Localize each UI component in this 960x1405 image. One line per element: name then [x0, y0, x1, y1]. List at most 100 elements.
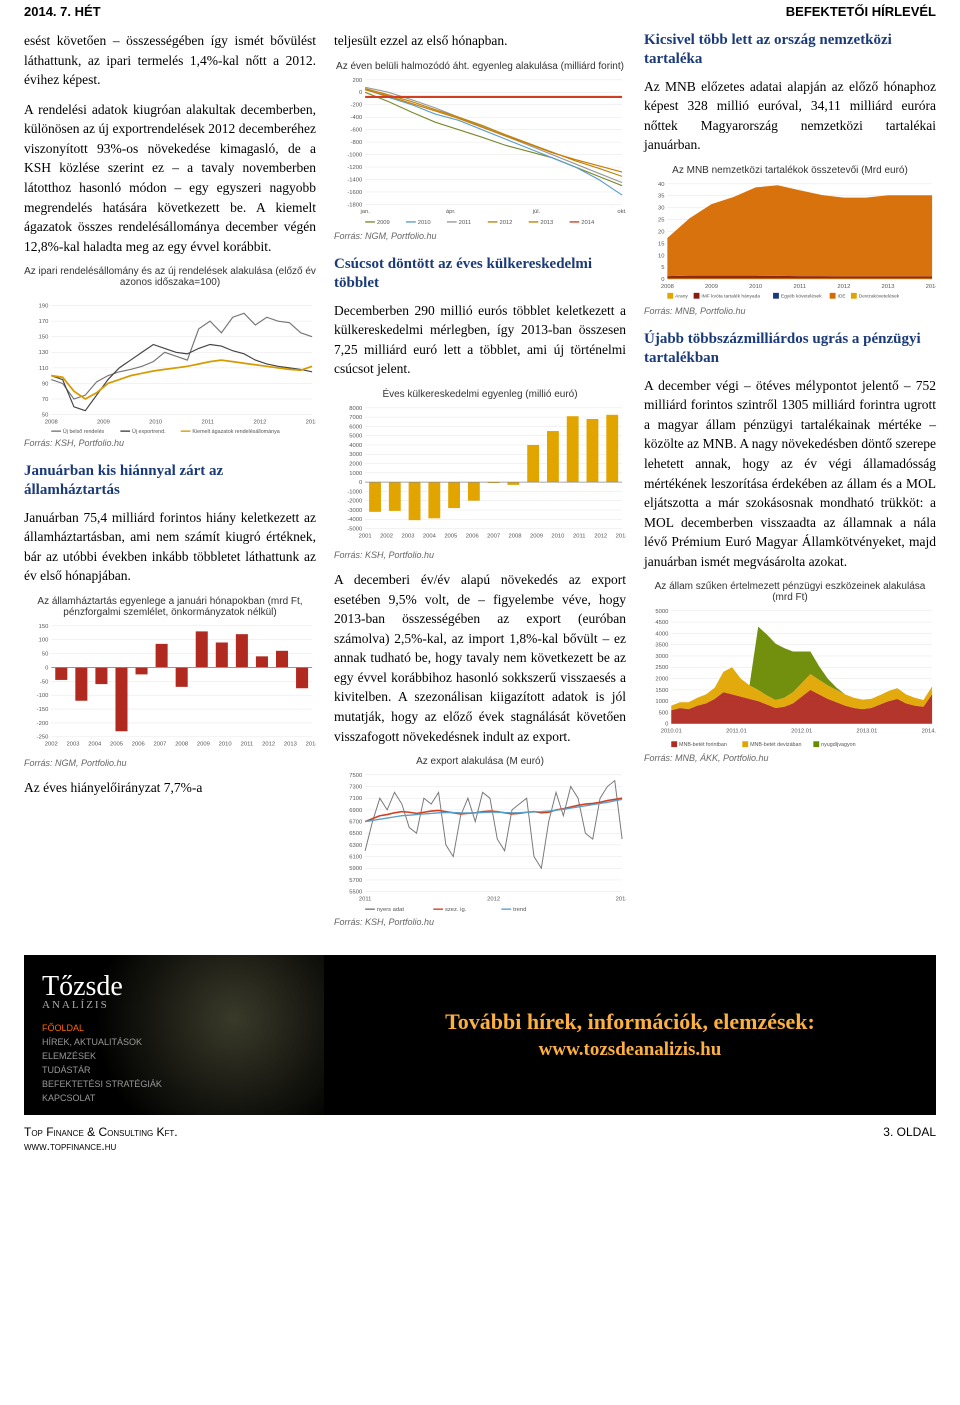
svg-text:500: 500 — [659, 711, 669, 717]
svg-text:-3000: -3000 — [347, 508, 363, 514]
svg-text:-200: -200 — [37, 721, 49, 727]
svg-text:3000: 3000 — [349, 452, 363, 458]
promo-banner: Tőzsde ANALÍZIS FŐOLDALHÍREK, AKTUALITÁS… — [24, 955, 936, 1115]
c1-p3: Januárban 75,4 milliárd forintos hiány k… — [24, 508, 316, 586]
c3-h2: Újabb többszázmilliárdos ugrás a pénzügy… — [644, 330, 936, 368]
footer-url[interactable]: www.topfinance.hu — [24, 1139, 116, 1153]
svg-text:2008: 2008 — [45, 420, 58, 426]
svg-text:2012: 2012 — [487, 896, 500, 902]
svg-text:2014.01: 2014.01 — [922, 729, 936, 735]
svg-text:-4000: -4000 — [347, 517, 363, 523]
svg-text:-100: -100 — [37, 693, 49, 699]
svg-text:2003: 2003 — [67, 741, 80, 747]
chart-trade-source: Forrás: KSH, Portfolio.hu — [334, 550, 626, 560]
svg-text:-800: -800 — [351, 140, 363, 146]
svg-text:6500: 6500 — [349, 831, 363, 837]
svg-text:2011: 2011 — [241, 741, 254, 747]
svg-text:-1800: -1800 — [347, 202, 363, 208]
c1-h1: Januárban kis hiánnyal zárt az államházt… — [24, 462, 316, 500]
chart-cumbal-source: Forrás: NGM, Portfolio.hu — [334, 231, 626, 241]
svg-text:2011: 2011 — [573, 533, 586, 539]
svg-text:2003: 2003 — [401, 533, 414, 539]
svg-text:2013.01: 2013.01 — [856, 729, 877, 735]
svg-text:szez. ig.: szez. ig. — [445, 907, 467, 913]
svg-text:2012: 2012 — [499, 219, 512, 225]
svg-text:2012: 2012 — [594, 533, 607, 539]
svg-text:150: 150 — [39, 624, 49, 630]
svg-text:-600: -600 — [351, 127, 363, 133]
promo-menu-item[interactable]: FŐOLDAL — [42, 1023, 306, 1033]
svg-text:1000: 1000 — [655, 700, 669, 706]
svg-text:2014: 2014 — [926, 284, 936, 290]
svg-text:20: 20 — [658, 229, 665, 235]
header-right: BEFEKTETŐI HÍRLEVÉL — [786, 4, 936, 19]
svg-text:170: 170 — [39, 319, 49, 325]
svg-text:2005: 2005 — [110, 741, 123, 747]
svg-text:júl.: júl. — [532, 209, 541, 215]
svg-text:2004: 2004 — [88, 741, 102, 747]
svg-text:2000: 2000 — [349, 462, 363, 468]
promo-menu-item[interactable]: KAPCSOLAT — [42, 1093, 306, 1103]
svg-text:2000: 2000 — [655, 677, 669, 683]
chart-budget-source: Forrás: NGM, Portfolio.hu — [24, 758, 316, 768]
promo-link[interactable]: www.tozsdeanalizis.hu — [539, 1039, 722, 1061]
svg-text:2013: 2013 — [616, 896, 626, 902]
promo-menu-item[interactable]: ELEMZÉSEK — [42, 1051, 306, 1061]
chart-treasury-title: Az állam szűken értelmezett pénzügyi esz… — [644, 581, 936, 603]
svg-text:2011: 2011 — [359, 896, 372, 902]
svg-text:2010: 2010 — [551, 533, 565, 539]
svg-text:IMF kvóta tartalék hányada: IMF kvóta tartalék hányada — [701, 293, 760, 299]
chart-trade-title: Éves külkereskedelmi egyenleg (millió eu… — [334, 389, 626, 400]
svg-text:2007: 2007 — [487, 533, 500, 539]
chart-orders: Az ipari rendelésállomány és az új rende… — [24, 266, 316, 448]
svg-text:6300: 6300 — [349, 843, 363, 849]
svg-text:40: 40 — [658, 182, 665, 188]
svg-text:2002: 2002 — [380, 533, 393, 539]
promo-menu-item[interactable]: BEFEKTETÉSI STRATÉGIÁK — [42, 1079, 306, 1089]
svg-text:2013: 2013 — [306, 420, 316, 426]
svg-text:6700: 6700 — [349, 820, 363, 826]
svg-text:2010.01: 2010.01 — [661, 729, 682, 735]
svg-text:5900: 5900 — [349, 866, 363, 872]
svg-text:-150: -150 — [37, 707, 49, 713]
header-left: 2014. 7. HÉT — [24, 4, 101, 19]
promo-right: További hírek, információk, elemzések: w… — [324, 955, 936, 1115]
footer-left: Top Finance & Consulting Kft. www.topfin… — [24, 1125, 178, 1153]
chart-export-source: Forrás: KSH, Portfolio.hu — [334, 917, 626, 927]
svg-text:-1600: -1600 — [347, 189, 363, 195]
c2-p2: Decemberben 290 millió eurós többlet kel… — [334, 301, 626, 379]
svg-text:2006: 2006 — [132, 741, 145, 747]
svg-text:110: 110 — [39, 366, 49, 372]
svg-text:130: 130 — [39, 350, 49, 356]
svg-text:7000: 7000 — [349, 415, 363, 421]
svg-text:5000: 5000 — [655, 609, 669, 615]
promo-menu-item[interactable]: HÍREK, AKTUALITÁSOK — [42, 1037, 306, 1047]
svg-text:2012: 2012 — [253, 420, 266, 426]
svg-text:1500: 1500 — [655, 688, 669, 694]
svg-text:70: 70 — [42, 397, 49, 403]
chart-cumbal-title: Az éven belüli halmozódó áht. egyenleg a… — [334, 61, 626, 72]
svg-text:30: 30 — [658, 205, 665, 211]
svg-text:35: 35 — [658, 193, 664, 199]
chart-budget-jan: Az államháztartás egyenlege a januári hó… — [24, 596, 316, 768]
footer: Top Finance & Consulting Kft. www.topfin… — [0, 1115, 960, 1167]
svg-text:-5000: -5000 — [347, 527, 363, 533]
svg-text:5000: 5000 — [349, 434, 363, 440]
svg-text:2011: 2011 — [201, 420, 214, 426]
svg-text:15: 15 — [658, 241, 664, 247]
column-2: teljesült ezzel az első hónapban. Az éve… — [334, 31, 626, 937]
svg-text:jan.: jan. — [359, 209, 370, 215]
svg-text:2013: 2013 — [284, 741, 297, 747]
svg-text:5700: 5700 — [349, 878, 363, 884]
svg-text:nyugdíjvagyon: nyugdíjvagyon — [821, 743, 855, 749]
svg-text:IDE: IDE — [837, 293, 846, 299]
svg-text:4000: 4000 — [655, 632, 669, 638]
promo-menu-item[interactable]: TUDÁSTÁR — [42, 1065, 306, 1075]
c1-p1: esést követően – összességében így ismét… — [24, 31, 316, 90]
svg-text:2001: 2001 — [359, 533, 372, 539]
svg-text:2013: 2013 — [881, 284, 894, 290]
footer-page: 3. OLDAL — [883, 1125, 936, 1153]
svg-text:MNB-betét devizában: MNB-betét devizában — [750, 743, 801, 749]
promo-logo-sub: ANALÍZIS — [42, 999, 306, 1011]
column-1: esést követően – összességében így ismét… — [24, 31, 316, 937]
